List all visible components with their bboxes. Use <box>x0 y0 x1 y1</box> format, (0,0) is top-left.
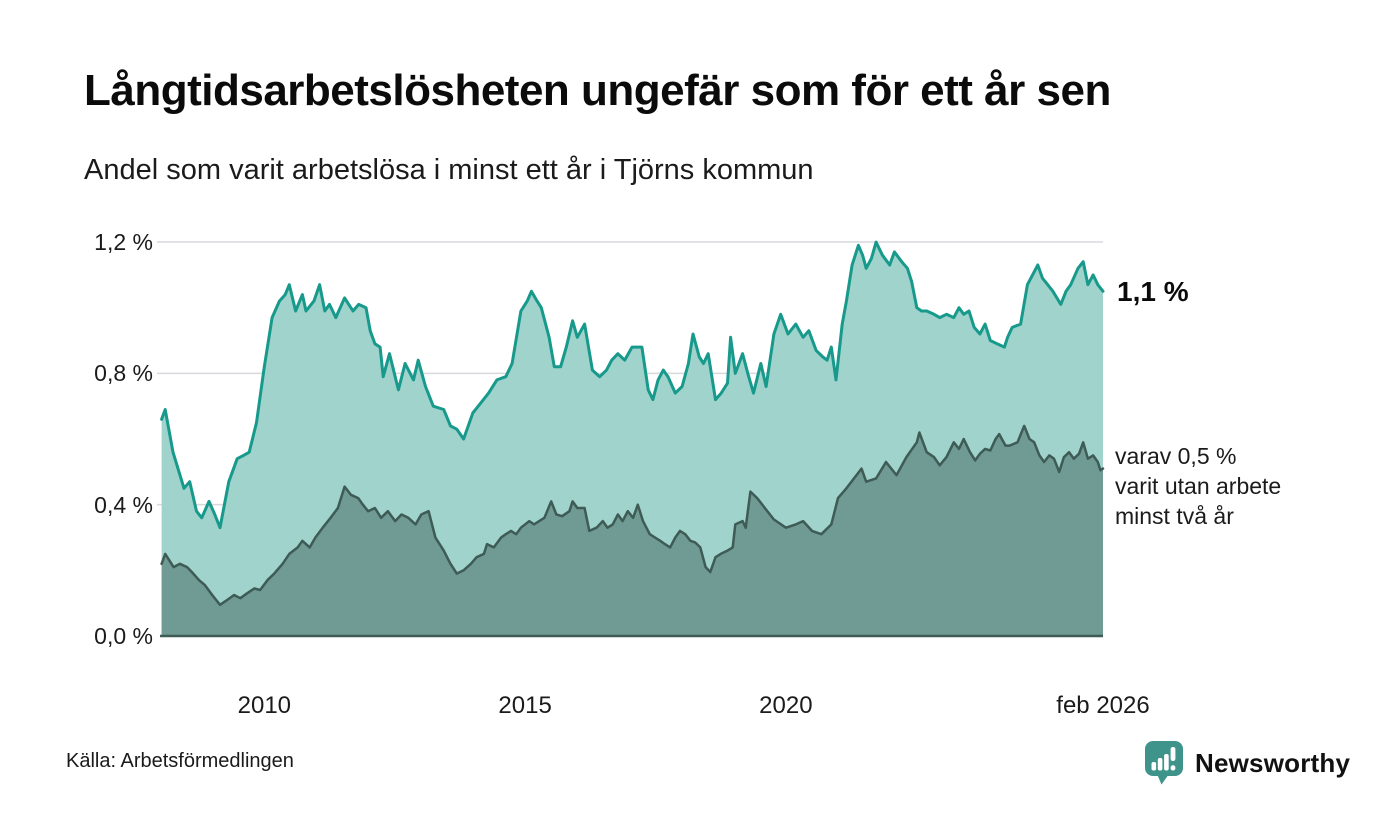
y-tick-label: 0,8 % <box>94 360 153 387</box>
series-line <box>160 240 1105 530</box>
y-tick-label: 0,0 % <box>94 623 153 649</box>
secondary-series-label: varav 0,5 % varit utan arbete minst två … <box>1115 443 1282 529</box>
newsworthy-wordmark: Newsworthy <box>1195 747 1351 778</box>
chart-subtitle: Andel som varit arbetslösa i minst ett å… <box>84 154 814 186</box>
x-tick-label: feb 2026 <box>1056 692 1150 719</box>
latest-value-label: 1,1 % <box>1117 276 1189 307</box>
newsworthy-logo: Newsworthy <box>1144 740 1350 786</box>
source-note: Källa: Arbetsförmedlingen <box>66 750 294 772</box>
x-tick-label: 2020 <box>759 692 813 719</box>
page-title: Långtidsarbetslösheten ungefär som för e… <box>84 66 1111 115</box>
x-tick-label: 2015 <box>498 692 552 719</box>
newsworthy-bubble-chart-icon <box>1145 741 1183 785</box>
y-tick-label: 1,2 % <box>94 229 153 256</box>
y-tick-label: 0,4 % <box>94 491 153 518</box>
x-tick-label: 2010 <box>237 692 292 719</box>
series-line <box>160 424 1105 607</box>
series-area <box>161 425 1104 636</box>
